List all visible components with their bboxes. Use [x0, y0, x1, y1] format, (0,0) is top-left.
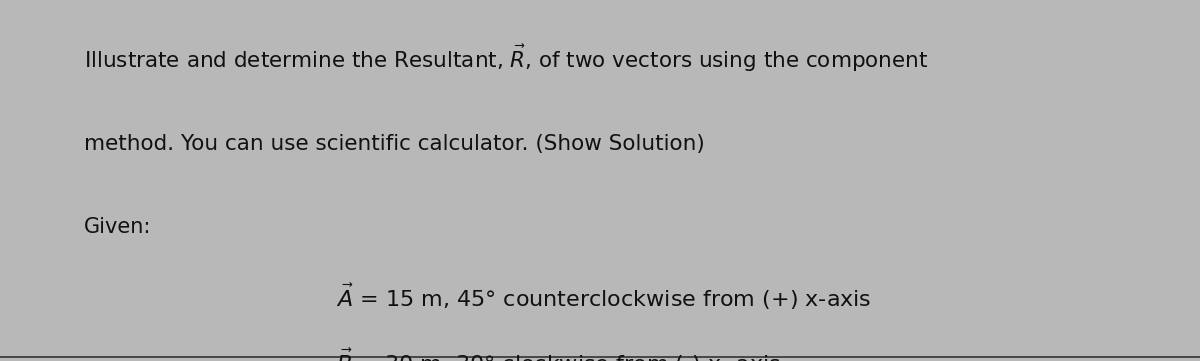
Text: Given:: Given: [84, 217, 151, 236]
Text: $\vec{A}$ = 15 m, 45° counterclockwise from (+) x-axis: $\vec{A}$ = 15 m, 45° counterclockwise f… [336, 282, 871, 312]
Text: method. You can use scientific calculator. (Show Solution): method. You can use scientific calculato… [84, 134, 704, 153]
Text: Illustrate and determine the Resultant, $\vec{R}$, of two vectors using the comp: Illustrate and determine the Resultant, … [84, 43, 929, 74]
Text: $\vec{B}$ = 30 m, 30° clockwise from (-) x- axis: $\vec{B}$ = 30 m, 30° clockwise from (-)… [336, 347, 781, 361]
